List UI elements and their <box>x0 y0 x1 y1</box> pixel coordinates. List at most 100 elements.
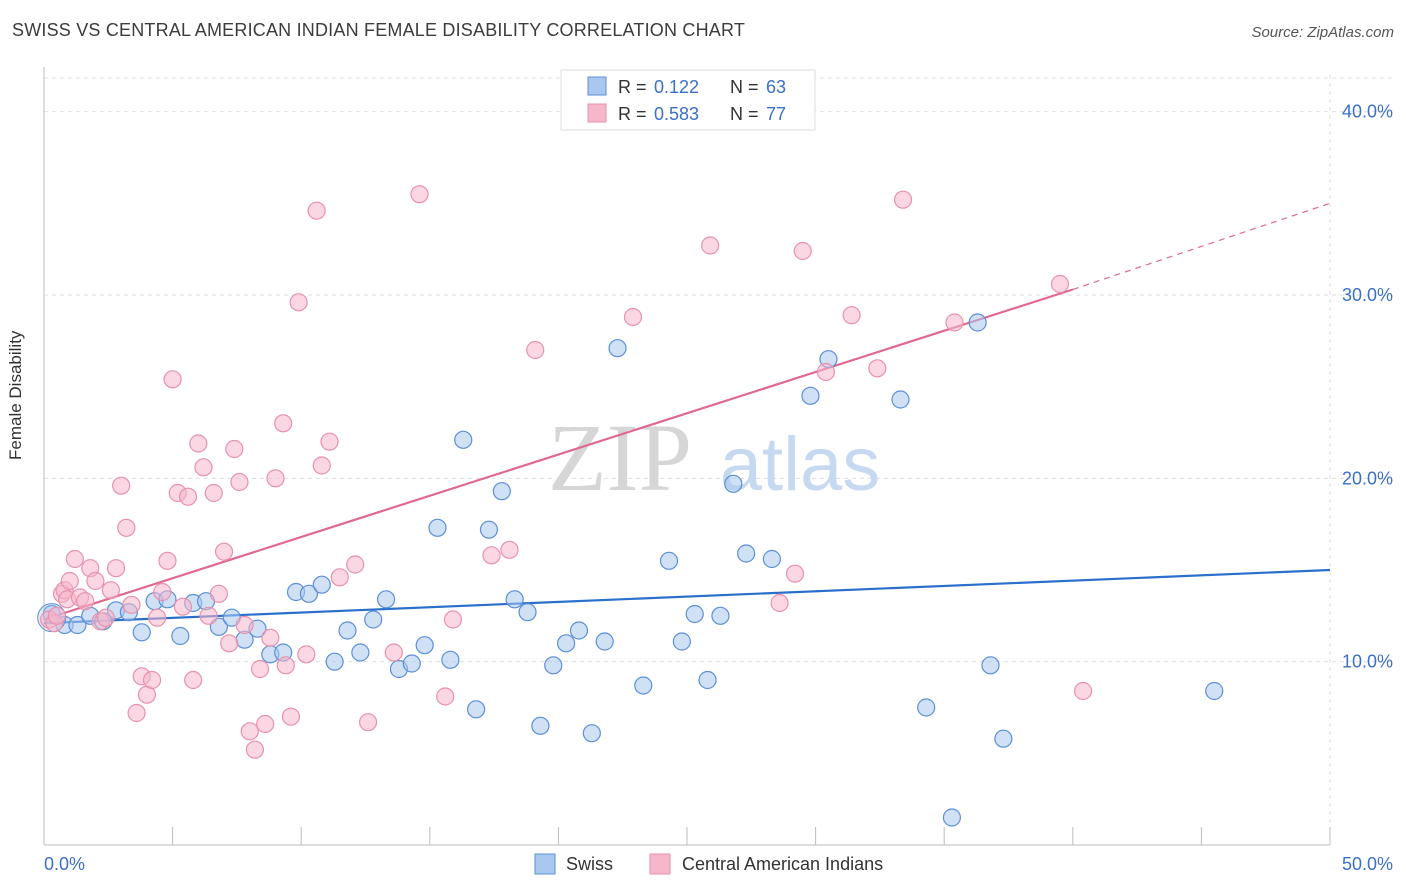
swiss-point <box>338 621 357 640</box>
cai-point <box>256 714 275 734</box>
swiss-trend-line <box>43 568 1331 625</box>
cai-point <box>240 722 259 741</box>
swiss-point <box>762 549 781 569</box>
cai-point <box>230 472 249 492</box>
y-axis-label: Female Disability <box>6 330 25 460</box>
y-tick-label: 10.0% <box>1342 652 1393 672</box>
swiss-point <box>582 724 601 743</box>
y-tick-label: 40.0% <box>1342 102 1393 122</box>
cai-point <box>893 190 913 209</box>
cai-point <box>225 439 244 459</box>
cai-point <box>184 670 203 690</box>
cai-point <box>199 606 218 625</box>
cai-point <box>220 634 239 653</box>
x-tick-label-max: 50.0% <box>1342 854 1393 874</box>
swiss-point <box>608 339 627 358</box>
cai-point <box>1073 681 1093 701</box>
tick-labels: 10.0% 20.0% 30.0% 40.0% 0.0% 50.0% <box>44 102 1393 874</box>
bottom-legend-swatch-swiss <box>534 853 556 875</box>
cai-point <box>127 703 146 723</box>
watermark: ZIP atlas <box>548 404 880 511</box>
swiss-point <box>428 518 447 537</box>
bottom-legend-cai: Central American Indians <box>682 854 883 874</box>
cai-point <box>178 487 198 506</box>
cai-point <box>346 555 365 574</box>
cai-point <box>307 201 326 220</box>
cai-point <box>158 551 177 570</box>
cai-point <box>868 359 887 378</box>
cai-points <box>40 185 1093 759</box>
cai-point <box>266 469 285 488</box>
swiss-point <box>942 808 962 827</box>
cai-point <box>436 687 455 706</box>
swiss-point <box>685 604 704 624</box>
cai-point <box>65 549 84 569</box>
cai-point <box>173 597 192 616</box>
cai-point <box>101 581 120 600</box>
cai-point <box>770 593 789 613</box>
swiss-point <box>441 650 460 669</box>
swiss-point <box>364 610 383 629</box>
cai-point <box>945 313 964 332</box>
cai-point <box>816 362 835 382</box>
swiss-point <box>132 623 151 642</box>
legend-r-value-2: 0.583 <box>654 104 699 124</box>
swiss-point <box>994 729 1013 748</box>
cai-point <box>235 615 254 635</box>
cai-point <box>76 592 95 611</box>
cai-point <box>189 434 208 453</box>
legend-n-label-2: N = <box>730 104 759 124</box>
cai-point <box>312 456 331 475</box>
cai-point <box>122 595 141 614</box>
cai-point <box>142 670 162 690</box>
cai-point <box>204 483 223 503</box>
cai-point <box>276 656 295 675</box>
swiss-point <box>325 652 344 671</box>
axes <box>43 67 1331 846</box>
swiss-point <box>659 551 679 570</box>
cai-point <box>320 432 339 451</box>
cai-point <box>250 659 270 679</box>
watermark-zip: ZIP <box>548 404 692 511</box>
swiss-point <box>801 386 820 405</box>
cai-point <box>623 307 643 327</box>
swiss-point <box>505 590 524 609</box>
cai-point <box>106 559 126 578</box>
cai-point <box>148 608 167 627</box>
cai-trend-line <box>43 288 1074 621</box>
watermark-atlas: atlas <box>720 422 881 507</box>
swiss-point <box>68 615 87 635</box>
cai-point <box>297 645 316 664</box>
cai-point <box>289 293 308 312</box>
swiss-point <box>299 584 319 603</box>
cai-point <box>153 582 172 602</box>
cai-point <box>482 546 501 565</box>
cai-point <box>117 518 136 537</box>
cai-trend-extension <box>1072 202 1331 291</box>
legend-r-value-1: 0.122 <box>654 77 699 97</box>
swiss-point <box>569 621 589 640</box>
legend-n-value-1: 63 <box>766 77 786 97</box>
source-label[interactable]: Source: ZipAtlas.com <box>1251 24 1394 41</box>
swiss-point <box>634 676 653 695</box>
swiss-point <box>415 636 434 655</box>
cai-point <box>214 542 234 561</box>
swiss-point <box>595 632 614 651</box>
cai-point <box>86 571 105 591</box>
swiss-point <box>698 670 717 690</box>
chart-title: SWISS VS CENTRAL AMERICAN INDIAN FEMALE … <box>12 20 746 40</box>
bottom-legend: Swiss Central American Indians <box>534 853 883 875</box>
swiss-point <box>492 482 511 501</box>
swiss-point <box>981 656 1000 675</box>
cai-point <box>358 713 378 732</box>
trend-lines <box>43 202 1331 625</box>
y-tick-label: 30.0% <box>1342 285 1393 305</box>
swiss-point <box>518 603 537 622</box>
legend-n-value-2: 77 <box>766 104 786 124</box>
cai-point <box>209 584 228 603</box>
swiss-points <box>37 313 1224 827</box>
legend-n-label-1: N = <box>730 77 759 97</box>
cai-point <box>443 610 463 629</box>
swiss-point <box>402 654 421 673</box>
